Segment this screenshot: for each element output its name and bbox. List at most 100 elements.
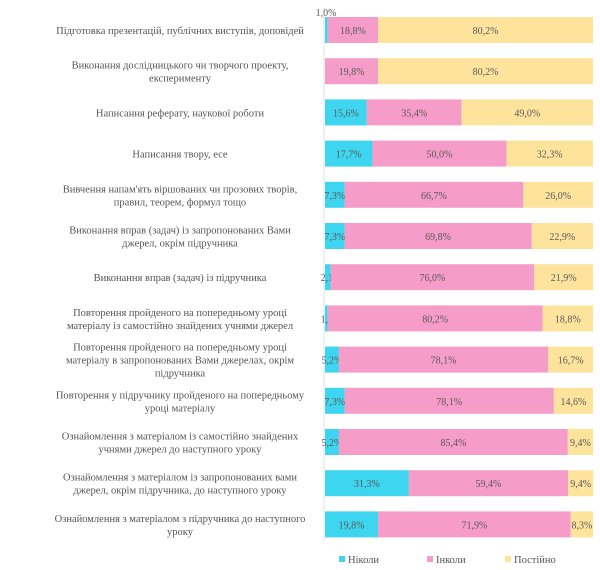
category-label-line: джерел, окрім підручника <box>122 239 238 250</box>
data-label: 18,8% <box>340 26 366 37</box>
category-label-line: Вивчення напам'ять віршованих чи прозови… <box>63 184 298 195</box>
bar-segment-Ніколи <box>325 346 339 373</box>
data-label: 50,0% <box>427 150 453 161</box>
data-label: 7,3% <box>324 191 345 202</box>
bar-segment-Інколи <box>338 429 568 455</box>
data-label: 80,2% <box>473 26 499 37</box>
legend-label: Постійно <box>514 555 556 566</box>
bar-row: Написання реферату, наукової роботи 15,6%… <box>96 99 593 126</box>
data-label: 78,1% <box>431 356 457 367</box>
legend-item: Інколи <box>427 555 466 566</box>
category-label-line: Виконання дослідницького чи творчого про… <box>72 61 289 72</box>
bar-row: Виконання вправ (задач) із запропоновани… <box>69 223 593 250</box>
category-label: Ознайомлення з матеріалом із самостійно … <box>62 432 299 456</box>
data-label: 15,6% <box>333 108 359 119</box>
legend: Ніколи Інколи Постійно <box>339 555 556 566</box>
category-label: Ознайомлення з матеріалом із запропонова… <box>63 473 297 497</box>
data-label: 71,9% <box>461 520 487 531</box>
bar-segment-Інколи <box>327 17 379 43</box>
bar-segment-Постійно <box>378 58 593 85</box>
bar-row: Підготовка презентацій, публічних виступ… <box>56 8 593 43</box>
data-label: 35,4% <box>401 108 427 119</box>
legend-swatch <box>339 556 345 562</box>
legend-item: Ніколи <box>339 555 379 566</box>
bar-segment-Інколи <box>408 470 569 497</box>
category-label-line: Підготовка презентацій, публічних виступ… <box>56 26 304 37</box>
category-label: Виконання вправ (задач) із запропоновани… <box>69 226 291 250</box>
category-label-line: матеріалу в запропонованих Вами джерелах… <box>66 356 294 367</box>
bar-segment-Ніколи <box>325 429 339 455</box>
data-label: 5,2% <box>322 356 343 367</box>
bar-segment-Постійно <box>567 429 593 455</box>
bar-segment-Ніколи <box>325 17 328 43</box>
bar-segment-Постійно <box>542 305 593 332</box>
category-label: Написання реферату, наукової роботи <box>96 108 265 119</box>
data-label: 78,1% <box>436 397 462 408</box>
category-label: Виконання дослідницького чи творчого про… <box>72 61 289 85</box>
category-label-line: Повторення пройденого на попередньому ур… <box>73 343 287 354</box>
category-label-line: Ознайомлення з матеріалом з підручника д… <box>55 514 306 525</box>
category-label-line: джерел, окрім підручника, до наступного … <box>73 486 287 497</box>
data-label: 80,2% <box>422 314 448 325</box>
category-label: Виконання вправ (задач) із підручника <box>94 273 267 284</box>
data-label: 16,7% <box>558 356 584 367</box>
data-label: 17,7% <box>336 150 362 161</box>
bar-segment-Інколи <box>344 223 532 249</box>
data-label: 7,3% <box>324 397 345 408</box>
bar-row: Ознайомлення з матеріалом з підручника д… <box>55 511 593 538</box>
category-label-line: Написання твору, есе <box>132 150 227 161</box>
data-label: 14,6% <box>561 397 587 408</box>
category-label-line: Ознайомлення з матеріалом із запропонова… <box>63 473 297 484</box>
data-label: 31,3% <box>354 479 380 490</box>
bar-segment-Постійно <box>534 264 593 291</box>
bar-segment-Ніколи <box>325 181 345 208</box>
bar-segment-Інколи <box>344 181 524 208</box>
bar-segment-Постійно <box>570 511 593 538</box>
bar-row: Вивчення напам'ять віршованих чи прозови… <box>63 181 593 208</box>
data-label: 85,4% <box>440 438 466 449</box>
legend-item: Постійно <box>505 555 556 566</box>
category-label-line: Ознайомлення з матеріалом із самостійно … <box>62 432 299 443</box>
bar-row: Повторення у підручнику пройденого на по… <box>56 387 593 414</box>
bar-segment-Постійно <box>523 181 593 208</box>
data-label: 9,4% <box>570 479 591 490</box>
bar-segment-Інколи <box>344 387 554 414</box>
category-label-line: підручника <box>155 369 206 380</box>
data-label: 1,0% <box>316 8 337 19</box>
data-label: 19,8% <box>339 520 365 531</box>
data-label: 59,4% <box>476 479 502 490</box>
bar-segment-Інколи <box>378 511 571 538</box>
category-label-line: правил, теорем, формул тощо <box>114 197 246 208</box>
legend-label: Інколи <box>436 555 466 566</box>
legend-swatch <box>427 556 433 562</box>
legend-label: Ніколи <box>348 555 379 566</box>
bar-row: Виконання вправ (задач) із підручника2,1… <box>94 264 593 291</box>
category-label: Підготовка презентацій, публічних виступ… <box>56 26 304 37</box>
bar-segment-Інколи <box>372 140 507 167</box>
category-label: Ознайомлення з матеріалом з підручника д… <box>55 514 306 538</box>
bar-row: Повторення пройденого на попередньому ур… <box>66 343 593 380</box>
category-label-line: учнями джерел до наступного уроку <box>99 445 263 456</box>
category-label-line: Виконання вправ (задач) із підручника <box>94 273 267 284</box>
bar-segment-Ніколи <box>325 511 379 538</box>
data-label: 21,9% <box>551 273 577 284</box>
bar-segment-Постійно <box>553 387 593 414</box>
bar-segment-Ніколи <box>325 99 367 126</box>
data-label: 66,7% <box>421 191 447 202</box>
bar-segment-Ніколи <box>325 140 373 167</box>
bar-segment-Ніколи <box>325 264 331 291</box>
data-label: 80,2% <box>473 67 499 78</box>
bar-row: Ознайомлення з матеріалом із самостійно … <box>62 429 593 456</box>
data-label: 18,8% <box>555 314 581 325</box>
category-label-line: Написання реферату, наукової роботи <box>96 108 265 119</box>
category-label: Повторення у підручнику пройденого на по… <box>56 390 305 414</box>
category-label: Повторення пройденого на попередньому ур… <box>67 308 293 332</box>
data-label: 19,8% <box>339 67 365 78</box>
category-label-line: Виконання вправ (задач) із запропоновани… <box>69 226 291 237</box>
bar-segment-Інколи <box>330 264 535 291</box>
bar-row: Повторення пройденого на попередньому ур… <box>67 305 593 332</box>
category-label-line: Повторення пройденого на попередньому ур… <box>73 308 287 319</box>
bar-segment-Постійно <box>531 223 593 249</box>
data-label: 5,2% <box>322 438 343 449</box>
